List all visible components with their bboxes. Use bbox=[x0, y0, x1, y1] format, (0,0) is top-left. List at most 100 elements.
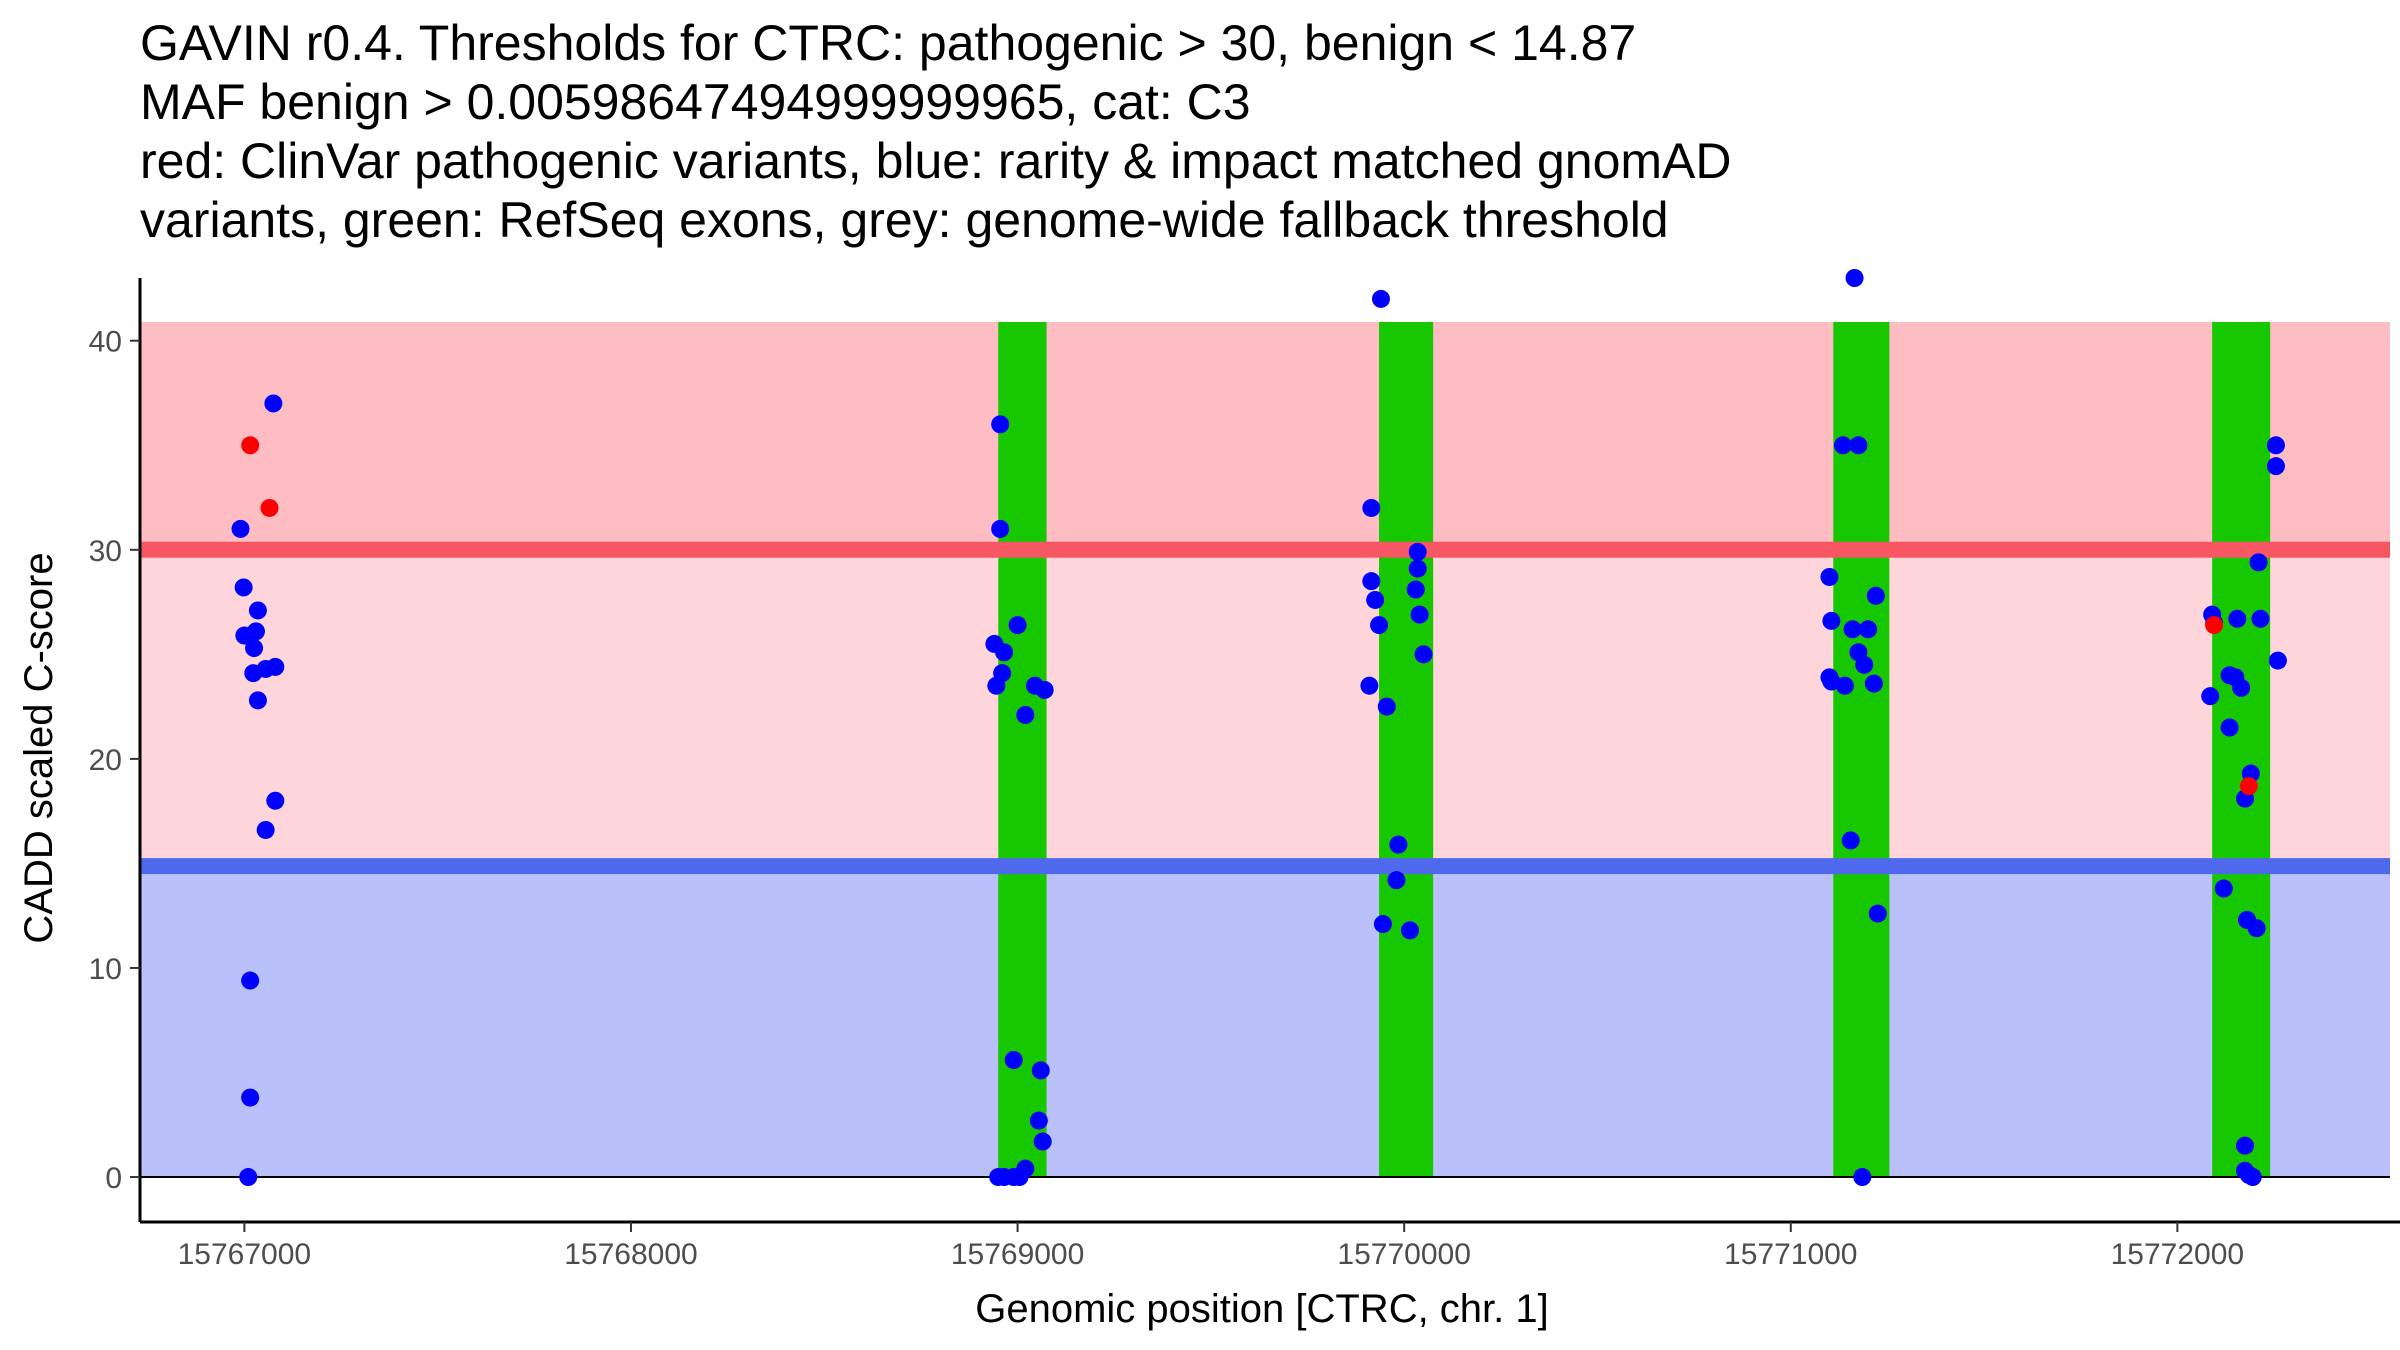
y-tick-label-20: 20 bbox=[89, 744, 122, 777]
gnomad-point-1 bbox=[264, 394, 283, 413]
gnomad-point-23 bbox=[993, 664, 1012, 683]
benign-region-band bbox=[140, 866, 2390, 1178]
x-tick-label-15767000: 15767000 bbox=[178, 1238, 311, 1271]
gnomad-point-46 bbox=[1410, 605, 1429, 624]
gnomad-point-38 bbox=[1362, 572, 1381, 591]
x-tick-label-15769000: 15769000 bbox=[951, 1238, 1084, 1271]
gnomad-point-18 bbox=[991, 519, 1010, 538]
gnomad-point-72 bbox=[2228, 609, 2247, 628]
gnomad-point-58 bbox=[1859, 620, 1878, 639]
gnomad-point-56 bbox=[1822, 611, 1841, 630]
gnomad-point-61 bbox=[1855, 655, 1874, 674]
x-tick-label-15770000: 15770000 bbox=[1337, 1238, 1470, 1271]
gnomad-point-45 bbox=[1406, 580, 1425, 599]
gnomad-point-57 bbox=[1843, 620, 1862, 639]
gnomad-point-12 bbox=[266, 791, 285, 810]
gnomad-point-20 bbox=[995, 643, 1014, 662]
exon-bar-1 bbox=[998, 322, 1047, 1178]
gnomad-point-26 bbox=[1016, 705, 1035, 724]
y-tick-label-10: 10 bbox=[89, 953, 122, 986]
gnomad-point-44 bbox=[1408, 559, 1427, 578]
gnomad-point-7 bbox=[245, 639, 264, 658]
gnomad-point-63 bbox=[1822, 672, 1841, 691]
gnomad-point-11 bbox=[248, 691, 267, 710]
gnomad-point-17 bbox=[991, 415, 1010, 434]
gnomad-point-36 bbox=[1371, 289, 1390, 308]
clinvar-point-2 bbox=[260, 498, 279, 517]
x-tick-label-15772000: 15772000 bbox=[2111, 1238, 2244, 1271]
gnomad-point-5 bbox=[248, 601, 267, 620]
gnomad-point-13 bbox=[256, 820, 275, 839]
gnomad-point-3 bbox=[234, 578, 253, 597]
gnomad-point-29 bbox=[1029, 1111, 1048, 1130]
gnomad-point-86 bbox=[2247, 919, 2266, 938]
gnomad-point-81 bbox=[2268, 651, 2287, 670]
clinvar-point-1 bbox=[241, 436, 260, 455]
pathogenic-region-band bbox=[140, 322, 2390, 550]
gnomad-point-64 bbox=[1835, 676, 1854, 695]
title-line-2: MAF benign > 0.00598647494999999965, cat… bbox=[140, 74, 1251, 130]
gnomad-point-66 bbox=[1841, 831, 1860, 850]
axes: 0 10 20 30 40 15767000 15768000 15769000 1577000… bbox=[89, 278, 2400, 1271]
clinvar-point-4 bbox=[2239, 777, 2258, 796]
gnomad-point-48 bbox=[1389, 835, 1408, 854]
threshold-bands bbox=[140, 322, 2390, 1178]
gnomad-point-76 bbox=[2220, 718, 2239, 737]
gnomad-point-90 bbox=[2243, 1168, 2262, 1187]
gnomad-point-79 bbox=[2266, 436, 2285, 455]
gnomad-point-41 bbox=[1360, 676, 1379, 695]
gnomad-point-51 bbox=[1400, 921, 1419, 940]
gnomad-point-84 bbox=[2214, 879, 2233, 898]
title-line-4: variants, green: RefSeq exons, grey: gen… bbox=[140, 192, 1669, 248]
gnomad-point-77 bbox=[2251, 609, 2270, 628]
exon-bar-4 bbox=[2212, 322, 2271, 1178]
gnomad-point-35 bbox=[1016, 1159, 1035, 1178]
gnomad-point-74 bbox=[2232, 678, 2251, 697]
gnomad-point-42 bbox=[1377, 697, 1396, 716]
data-points bbox=[231, 269, 2287, 1187]
clinvar-point-3 bbox=[2205, 616, 2224, 635]
gnomad-point-47 bbox=[1414, 645, 1433, 664]
y-tick-label-30: 30 bbox=[89, 535, 122, 568]
gnomad-point-65 bbox=[1864, 674, 1883, 693]
gnomad-point-16 bbox=[239, 1168, 258, 1187]
gnomad-point-6 bbox=[246, 622, 265, 641]
title-line-1: GAVIN r0.4. Thresholds for CTRC: pathoge… bbox=[140, 15, 1637, 71]
gnomad-point-25 bbox=[1035, 680, 1054, 699]
gnomad-point-28 bbox=[1031, 1061, 1050, 1080]
gnomad-point-53 bbox=[1833, 436, 1852, 455]
gnomad-point-15 bbox=[241, 1088, 260, 1107]
gnomad-point-59 bbox=[1866, 586, 1885, 605]
gnomad-point-2 bbox=[231, 519, 250, 538]
x-axis-title: Genomic position [CTRC, chr. 1] bbox=[975, 1287, 1549, 1331]
gnomad-point-49 bbox=[1387, 871, 1406, 890]
exon-bars bbox=[998, 322, 2271, 1178]
gnomad-point-37 bbox=[1362, 498, 1381, 517]
exon-bar-2 bbox=[1379, 322, 1434, 1178]
gnomad-point-75 bbox=[2201, 687, 2220, 706]
title-line-3: red: ClinVar pathogenic variants, blue: … bbox=[140, 133, 1732, 189]
x-tick-label-15771000: 15771000 bbox=[1724, 1238, 1857, 1271]
threshold-lines bbox=[140, 541, 2390, 1179]
y-axis-title: CADD scaled C-score bbox=[17, 552, 61, 943]
gnomad-point-27 bbox=[1004, 1050, 1023, 1069]
gnomad-point-30 bbox=[1033, 1132, 1052, 1151]
gnomad-point-68 bbox=[1853, 1168, 1872, 1187]
gnomad-point-78 bbox=[2249, 553, 2268, 572]
gnomad-point-80 bbox=[2266, 457, 2285, 476]
gnomad-point-54 bbox=[1849, 436, 1868, 455]
gnomad-point-55 bbox=[1820, 567, 1839, 586]
gnomad-point-21 bbox=[1008, 616, 1027, 635]
gnomad-point-67 bbox=[1868, 904, 1887, 923]
gnomad-point-52 bbox=[1845, 269, 1864, 287]
gnomad-point-87 bbox=[2236, 1136, 2255, 1155]
uncertain-region-band bbox=[140, 549, 2390, 867]
y-tick-label-0: 0 bbox=[105, 1162, 122, 1195]
chart-title: GAVIN r0.4. Thresholds for CTRC: pathoge… bbox=[140, 14, 1731, 250]
x-tick-label-15768000: 15768000 bbox=[564, 1238, 697, 1271]
gnomad-point-10 bbox=[266, 657, 285, 676]
gnomad-point-43 bbox=[1408, 542, 1427, 561]
y-tick-label-40: 40 bbox=[89, 326, 122, 359]
gnomad-point-14 bbox=[241, 971, 260, 990]
